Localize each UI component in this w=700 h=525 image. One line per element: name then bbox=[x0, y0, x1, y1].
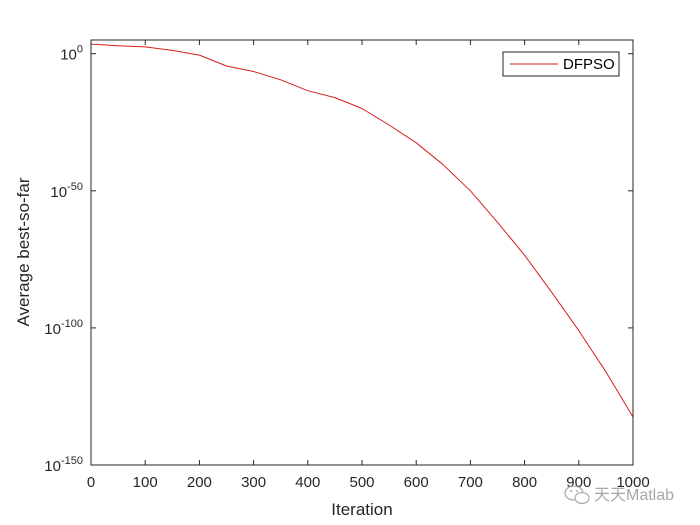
y-tick-label: 10-150 bbox=[44, 455, 83, 475]
plot-area bbox=[91, 40, 633, 465]
x-tick-label: 400 bbox=[295, 474, 320, 491]
watermark-text: 天天Matlab bbox=[594, 487, 674, 504]
y-tick-label: 10-100 bbox=[44, 318, 83, 338]
x-tick-label: 700 bbox=[458, 474, 483, 491]
x-tick-label: 600 bbox=[404, 474, 429, 491]
x-tick-label: 1000 bbox=[616, 474, 649, 491]
legend-label-dfpso: DFPSO bbox=[563, 56, 615, 73]
y-axis-ticks: 100 10-50 10-100 10-150 bbox=[44, 44, 633, 475]
x-axis-ticks: 0 100 200 300 400 500 600 700 800 900 1000 bbox=[87, 40, 650, 491]
x-tick-label: 100 bbox=[133, 474, 158, 491]
x-tick-label: 800 bbox=[512, 474, 537, 491]
x-tick-label: 0 bbox=[87, 474, 95, 491]
plot-frame bbox=[90, 39, 634, 466]
y-tick-label: 10-50 bbox=[50, 181, 83, 201]
y-axis-title: Average best-so-far bbox=[14, 177, 33, 326]
x-axis-title: Iteration bbox=[331, 500, 392, 519]
legend: DFPSO bbox=[502, 51, 620, 77]
series-line-dfpso bbox=[90, 43, 634, 418]
x-tick-label: 200 bbox=[187, 474, 212, 491]
series-layer bbox=[90, 43, 634, 418]
x-tick-label: 500 bbox=[349, 474, 374, 491]
x-tick-label: 900 bbox=[566, 474, 591, 491]
watermark: 天天Matlab bbox=[564, 485, 674, 505]
x-tick-label: 300 bbox=[241, 474, 266, 491]
y-tick-label: 100 bbox=[60, 44, 83, 64]
wechat-icon bbox=[564, 485, 590, 505]
